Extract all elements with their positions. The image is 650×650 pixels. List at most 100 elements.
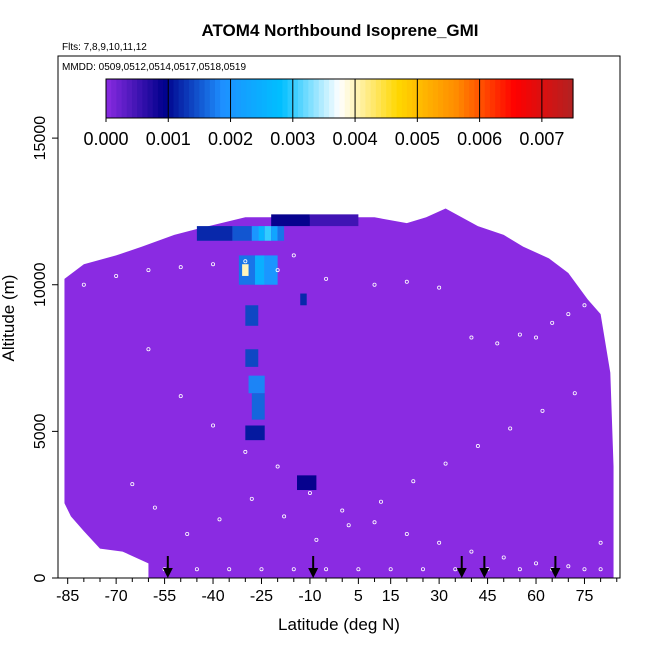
flight-point-64 xyxy=(572,391,577,396)
heatmap-cell-2 xyxy=(251,226,259,241)
colorbar-swatch-85 xyxy=(547,79,553,118)
flight-point-59 xyxy=(411,479,416,484)
colorbar-swatch-50 xyxy=(365,79,372,118)
y-tick-label-0: 0 xyxy=(32,573,49,582)
flight-point-42 xyxy=(388,567,393,572)
colorbar-tick-label-5: 0.005 xyxy=(395,129,440,149)
arrow-head-1 xyxy=(308,568,319,578)
colorbar-tick-label-2: 0.002 xyxy=(208,129,253,149)
heatmap-cell-17 xyxy=(251,393,265,420)
colorbar-swatch-78 xyxy=(510,79,517,118)
flight-point-39 xyxy=(291,567,296,572)
x-tick-label-1: -70 xyxy=(105,588,128,605)
flight-point-10 xyxy=(372,282,377,287)
colorbar-swatch-89 xyxy=(567,79,574,118)
colorbar-swatch-60 xyxy=(417,79,424,118)
colorbar-swatch-64 xyxy=(438,79,444,118)
flight-point-14 xyxy=(495,341,500,346)
colorbar-swatch-31 xyxy=(266,79,273,118)
flight-point-44 xyxy=(453,567,458,572)
flight-point-24 xyxy=(275,464,280,469)
arrow-head-4 xyxy=(550,568,561,578)
colorbar-swatch-25 xyxy=(235,79,242,118)
flight-point-34 xyxy=(598,567,603,572)
flight-point-17 xyxy=(550,320,555,325)
flight-point-12 xyxy=(437,285,442,290)
colorbar-swatch-19 xyxy=(204,79,211,118)
colorbar-swatch-84 xyxy=(541,79,548,118)
colorbar-swatch-6 xyxy=(137,79,143,118)
colorbar-swatch-26 xyxy=(240,79,247,118)
flight-point-29 xyxy=(437,540,442,545)
flight-point-60 xyxy=(443,461,448,466)
heatmap-cell-19 xyxy=(297,475,317,491)
y-tick-label-2: 10000 xyxy=(32,262,49,307)
colorbar-swatch-23 xyxy=(225,79,232,118)
colorbar-tick-label-7: 0.007 xyxy=(519,129,564,149)
colorbar-tick-label-4: 0.004 xyxy=(333,129,378,149)
flight-point-55 xyxy=(282,514,287,519)
colorbar-swatch-69 xyxy=(464,79,470,118)
colorbar-swatch-37 xyxy=(297,79,304,118)
colorbar-swatch-9 xyxy=(152,79,159,118)
colorbar-swatch-20 xyxy=(209,79,216,118)
flight-point-51 xyxy=(152,505,157,510)
x-tick-label-8: 30 xyxy=(430,588,448,605)
colorbar-swatch-77 xyxy=(505,79,512,118)
colorbar-swatch-2 xyxy=(116,79,123,118)
heatmap-cell-16 xyxy=(248,375,265,394)
colorbar-swatch-74 xyxy=(489,79,496,118)
heatmap-cell-11 xyxy=(264,255,278,285)
flight-point-62 xyxy=(508,426,513,431)
colorbar-swatch-57 xyxy=(401,79,408,118)
x-tick-label-9: 45 xyxy=(479,588,497,605)
flight-point-58 xyxy=(378,499,383,504)
flight-point-26 xyxy=(340,508,345,513)
colorbar-swatch-53 xyxy=(381,79,387,118)
flight-point-4 xyxy=(178,265,183,270)
flights-subtitle: Flts: 7,8,9,10,11,12 xyxy=(62,42,147,53)
colorbar-swatch-42 xyxy=(323,79,330,118)
heatmap-cell-15 xyxy=(245,349,259,367)
colorbar-swatch-86 xyxy=(552,79,559,118)
colorbar-swatch-43 xyxy=(329,79,335,118)
colorbar-swatch-33 xyxy=(277,79,284,118)
colorbar-swatch-32 xyxy=(272,79,278,118)
y-axis-label: Altitude (m) xyxy=(0,275,18,362)
x-tick-label-5: -10 xyxy=(298,588,321,605)
dates-subtitle: MMDD: 0509,0512,0514,0517,0518,0519 xyxy=(62,62,246,73)
colorbar-swatch-61 xyxy=(422,79,429,118)
colorbar-swatch-24 xyxy=(230,79,237,118)
colorbar-swatch-16 xyxy=(189,79,195,118)
flight-point-43 xyxy=(420,567,425,572)
flight-point-33 xyxy=(566,564,571,569)
colorbar-tick-label-3: 0.003 xyxy=(270,129,315,149)
colorbar-swatch-65 xyxy=(443,79,450,118)
colorbar: 0.000 0.001 0.002 0.003 0.004 0.005 0.006 0.007 xyxy=(83,78,574,149)
flight-point-13 xyxy=(469,335,474,340)
chart-title: ATOM4 Northbound Isoprene_GMI xyxy=(201,21,478,40)
colorbar-swatch-72 xyxy=(479,79,486,118)
flight-point-38 xyxy=(259,567,264,572)
x-tick-label-3: -40 xyxy=(201,588,224,605)
colorbar-swatch-3 xyxy=(121,79,128,118)
flight-point-20 xyxy=(146,347,151,352)
flight-point-30 xyxy=(469,549,474,554)
arrow-head-2 xyxy=(456,568,467,578)
flight-point-63 xyxy=(540,408,545,413)
heatmap-cell-3 xyxy=(258,226,265,241)
colorbar-swatch-68 xyxy=(458,79,465,118)
heatmap-cell-18 xyxy=(245,425,265,441)
colorbar-swatch-67 xyxy=(453,79,460,118)
heatmap-cell-0 xyxy=(196,226,233,241)
colorbar-swatch-81 xyxy=(526,79,533,118)
y-tick-label-3: 15000 xyxy=(32,116,49,161)
colorbar-swatch-52 xyxy=(375,79,382,118)
colorbar-swatch-87 xyxy=(557,79,564,118)
colorbar-swatch-7 xyxy=(142,79,149,118)
colorbar-swatch-36 xyxy=(292,79,299,118)
x-tick-label-11: 75 xyxy=(576,588,594,605)
colorbar-swatch-44 xyxy=(334,79,341,118)
colorbar-swatch-38 xyxy=(303,79,309,118)
